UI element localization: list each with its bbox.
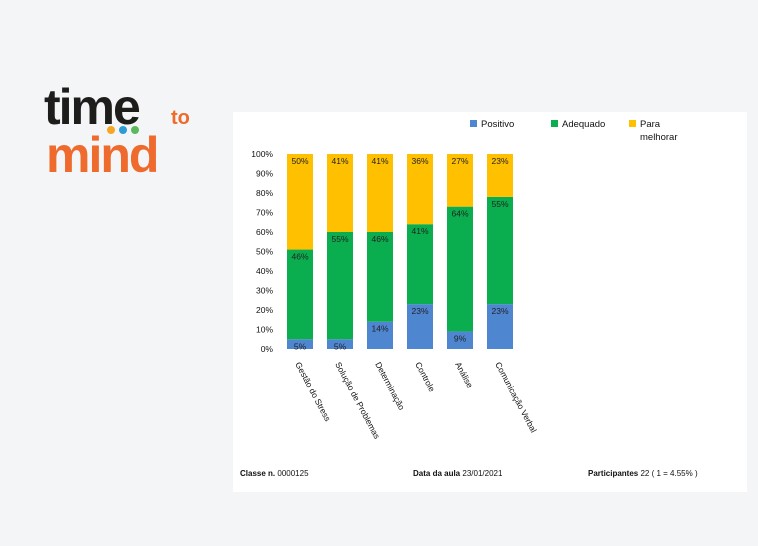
y-tick-label: 0% [261, 344, 274, 354]
data-label: 41% [411, 226, 428, 236]
bar-segment [407, 304, 433, 349]
data-label: 23% [491, 156, 508, 166]
legend-label: Adequado [562, 119, 605, 130]
report-card: 0% 10% 20% 30% 40% 50% 60% 70% 80% 90% 100% 5% 46% 50… [233, 112, 747, 492]
y-tick-label: 30% [256, 286, 273, 296]
x-category-label: Gestão do Stress [293, 360, 333, 423]
legend-swatch [551, 120, 558, 127]
data-label: 23% [411, 306, 428, 316]
logo-dot-green [131, 126, 139, 134]
data-label: 64% [451, 209, 468, 219]
data-label: 27% [451, 156, 468, 166]
data-label: 50% [291, 156, 308, 166]
data-label: 55% [491, 199, 508, 209]
legend-swatch [470, 120, 477, 127]
footer-class-label: Classe n. [240, 469, 276, 478]
x-category-label: Controle [413, 360, 437, 393]
footer-participants-value: 22 ( 1 = 4.55% ) [640, 469, 698, 478]
logo-word-to: to [171, 107, 190, 129]
logo-word-time: time [44, 79, 140, 135]
bar-segment [367, 154, 393, 232]
data-label: 55% [331, 234, 348, 244]
bar-segment [367, 321, 393, 349]
footer-lesson-date: Data da aula 23/01/2021 [413, 469, 502, 478]
bar-segment [487, 304, 513, 349]
bar-segment [447, 331, 473, 349]
y-tick-label: 40% [256, 266, 273, 276]
logo-word-mind: mind [46, 127, 157, 183]
y-tick-label: 80% [256, 188, 273, 198]
data-label: 9% [454, 333, 467, 343]
bar-segment [487, 196, 513, 305]
y-tick-label: 90% [256, 169, 273, 179]
bar-segment [287, 249, 313, 340]
bar-segment [367, 232, 393, 322]
footer-participants: Participantes 22 ( 1 = 4.55% ) [588, 469, 698, 478]
bar-segment [407, 154, 433, 225]
stacked-bar-chart: 0% 10% 20% 30% 40% 50% 60% 70% 80% 90% 100% 5% 46% 50… [251, 119, 678, 440]
bar-segment [327, 154, 353, 232]
logo-dot-blue [119, 126, 127, 134]
y-tick-label: 50% [256, 247, 273, 257]
footer-participants-label: Participantes [588, 469, 639, 478]
legend-label: Para [640, 119, 661, 130]
data-label: 41% [331, 156, 348, 166]
bar-segment [287, 339, 313, 349]
bar-segment [487, 154, 513, 197]
x-category-label: Comunicação Verbal [493, 360, 539, 434]
logo-graphic: time to mind [44, 79, 190, 183]
footer-class-number: Classe n. 0000125 [240, 469, 309, 478]
y-tick-label: 10% [256, 325, 273, 335]
x-category-label: Análise [453, 360, 475, 390]
bar-segment [287, 154, 313, 250]
legend-swatch [629, 120, 636, 127]
footer-date-label: Data da aula [413, 469, 461, 478]
data-label: 36% [411, 156, 428, 166]
x-category-label: Solução de Problemas [333, 360, 382, 440]
y-tick-label: 20% [256, 305, 273, 315]
bar-segment [407, 224, 433, 305]
y-tick-label: 70% [256, 208, 273, 218]
data-label: 5% [334, 341, 347, 351]
time-to-mind-logo: time to mind [44, 76, 219, 183]
bar-segment [327, 232, 353, 340]
data-label: 14% [371, 324, 388, 334]
data-label: 5% [294, 341, 307, 351]
y-tick-label: 60% [256, 227, 273, 237]
x-category-label: Determinação [373, 360, 407, 412]
bar-segment [447, 154, 473, 207]
bar-segment [327, 339, 353, 349]
data-label: 46% [291, 252, 308, 262]
bar-segment [447, 206, 473, 332]
footer-class-value: 0000125 [277, 469, 309, 478]
legend-label: melhorar [640, 132, 678, 143]
logo-dot-yellow [107, 126, 115, 134]
legend-label: Positivo [481, 119, 514, 130]
data-label: 23% [491, 306, 508, 316]
y-tick-label: 100% [251, 149, 273, 159]
footer-date-value: 23/01/2021 [462, 469, 503, 478]
data-label: 46% [371, 234, 388, 244]
data-label: 41% [371, 156, 388, 166]
